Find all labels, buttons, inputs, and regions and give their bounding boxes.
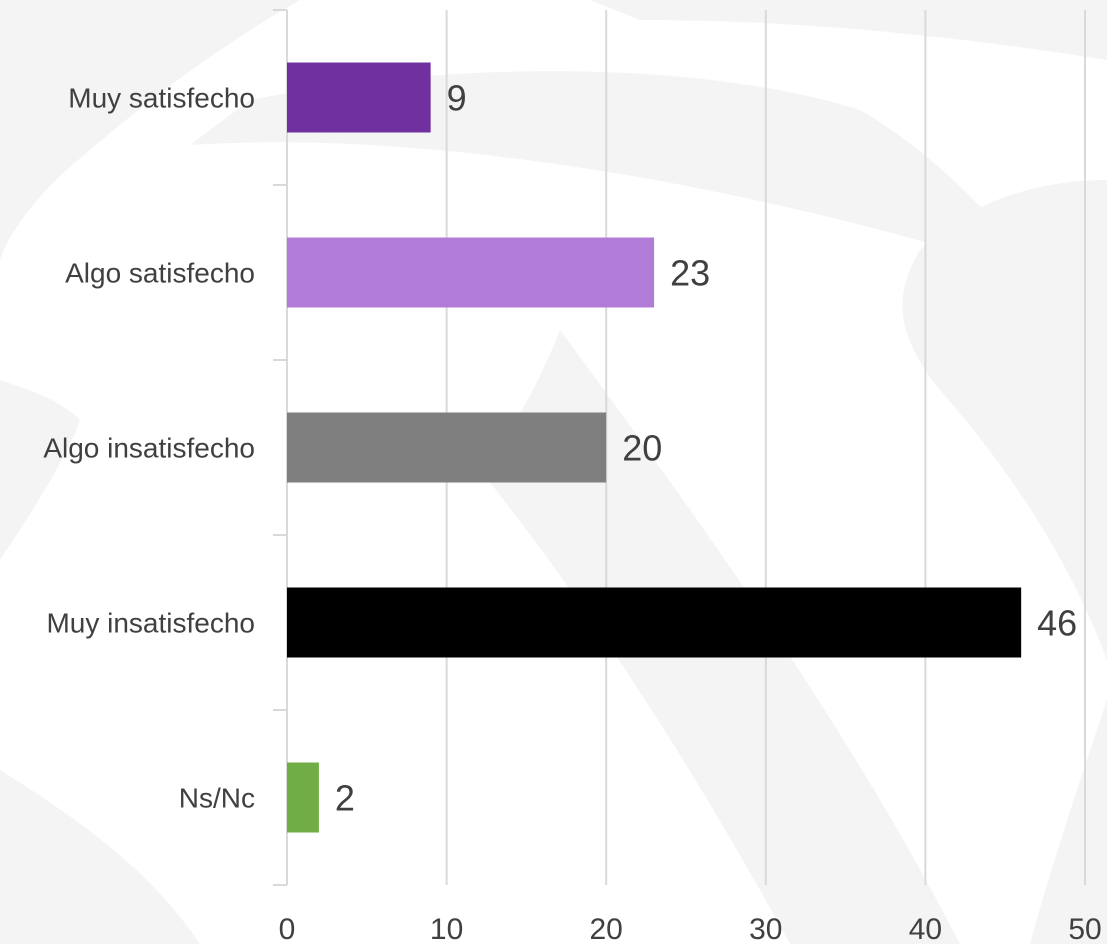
watermark-shape-3 [590,0,1107,60]
bar-muy-satisfecho [287,62,431,133]
x-tick-label-50: 50 [1068,913,1101,944]
data-label-algo-insatisfecho: 20 [622,428,662,469]
bar-ns-nc [287,762,319,833]
data-label-muy-satisfecho: 9 [447,78,467,119]
data-label-muy-insatisfecho: 46 [1037,603,1077,644]
bar-algo-satisfecho [287,237,655,308]
x-tick-label-40: 40 [909,913,942,944]
watermark-shape-7 [0,770,200,944]
x-tick-label-20: 20 [590,913,623,944]
data-label-algo-satisfecho: 23 [670,253,710,294]
category-label-muy-satisfecho: Muy satisfecho [68,83,255,114]
category-label-ns-nc: Ns/Nc [179,783,255,814]
category-label-muy-insatisfecho: Muy insatisfecho [46,608,255,639]
category-label-algo-insatisfecho: Algo insatisfecho [43,433,255,464]
bar-algo-insatisfecho [287,412,607,483]
data-labels: 9 23 20 46 2 [335,78,1077,819]
bar-muy-insatisfecho [287,587,1022,658]
x-tick-label-10: 10 [430,913,463,944]
category-labels: Muy satisfecho Algo satisfecho Algo insati… [43,83,255,814]
x-tick-labels: 0 10 20 30 40 50 [279,913,1102,944]
watermark-shape-6 [1030,700,1107,944]
bars [287,62,1022,833]
category-label-algo-satisfecho: Algo satisfecho [65,258,255,289]
watermark-shape-1 [0,0,300,260]
watermark-shape-8 [0,380,80,560]
x-tick-label-0: 0 [279,913,296,944]
watermark-shape-4 [902,180,1107,660]
data-label-ns-nc: 2 [335,778,355,819]
x-tick-label-30: 30 [749,913,782,944]
